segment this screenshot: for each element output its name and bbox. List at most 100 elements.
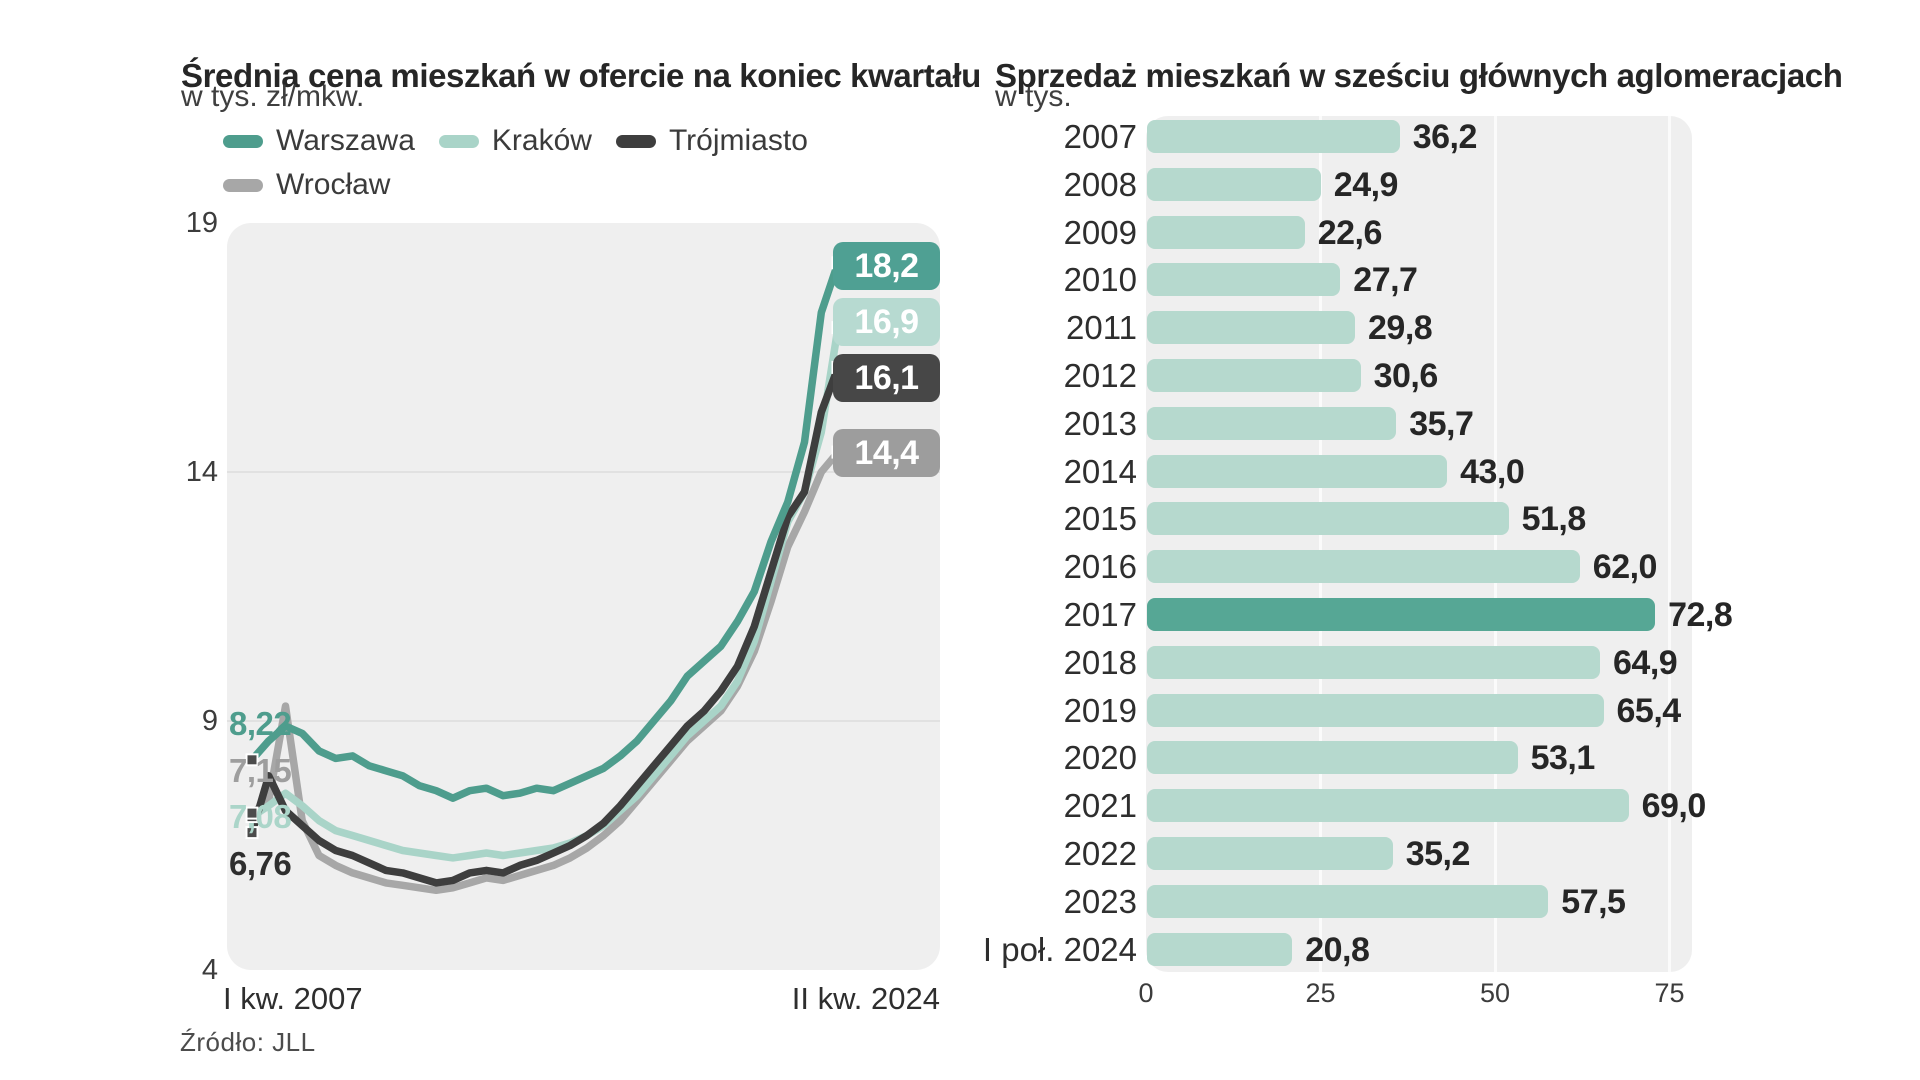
bar-2018: [1147, 645, 1600, 679]
gridline-x-25: [1319, 116, 1322, 972]
gridline-y-14: [227, 471, 940, 473]
legend-label-wroc-aw: Wrocław: [276, 168, 391, 201]
bar-value-2015: 51,8: [1521, 500, 1587, 539]
bar-i-po-2024: [1147, 932, 1293, 966]
gridline-x-75: [1668, 116, 1671, 972]
y-tick-4: 4: [201, 954, 218, 986]
bar-2019: [1147, 693, 1604, 727]
bar-value-2016: 62,0: [1592, 548, 1658, 587]
bar-2015: [1147, 502, 1509, 536]
x-axis-start-label: I kw. 2007: [223, 981, 363, 1016]
legend-item-wroc-aw: Wrocław: [223, 168, 390, 202]
bar-value-2012: 30,6: [1373, 357, 1439, 395]
start-marker-trojmiasto: [245, 826, 259, 840]
legend-item-warszawa: Warszawa: [223, 124, 415, 158]
start-marker-wroc-aw: [245, 806, 259, 820]
y-tick-19: 19: [185, 207, 218, 239]
bar-2011: [1147, 311, 1355, 345]
start-value-trojmiasto: 6,76: [229, 845, 292, 882]
legend-item-krakow: Kraków: [438, 124, 592, 158]
bar-value-2010: 27,7: [1353, 261, 1418, 300]
bar-value-2009: 22,6: [1317, 213, 1383, 252]
end-value-wroc-aw: 14,4: [833, 429, 940, 477]
bar-category-2007: 2007: [1063, 118, 1137, 155]
bar-value-2019: 65,4: [1616, 691, 1682, 730]
legend-label-warszawa: Warszawa: [276, 124, 415, 157]
end-value-krakow: 16,9: [833, 298, 940, 346]
bar-value-2020: 53,1: [1530, 739, 1596, 778]
bar-2022: [1147, 837, 1393, 870]
line-chart-legend-row-1: Warszawa Kraków Trójmiasto: [223, 124, 832, 158]
bar-2009: [1147, 215, 1305, 249]
line-chart-legend-row-2: Wrocław: [223, 168, 414, 202]
legend-swatch-icon-warszawa: [223, 134, 263, 148]
bar-category-2022: 2022: [1063, 835, 1137, 872]
y-tick-9: 9: [201, 705, 218, 737]
start-value-warszawa: 8,22: [229, 705, 292, 742]
bar-value-2023: 57,5: [1561, 882, 1626, 921]
bar-2010: [1147, 263, 1341, 297]
end-value-warszawa: 18,2: [833, 242, 940, 290]
bar-2013: [1147, 406, 1397, 440]
bar-chart-title: Sprzedaż mieszkań w sześciu głównych agl…: [995, 57, 1843, 95]
legend-swatch-icon-krakow: [438, 134, 479, 148]
bar-category-2016: 2016: [1063, 548, 1137, 586]
x-axis-end-label: II kw. 2024: [791, 981, 940, 1016]
bar-2007: [1147, 120, 1400, 153]
start-value-krakow: 7,08: [229, 798, 292, 835]
bar-category-2009: 2009: [1063, 213, 1137, 251]
line-series-krakow: [248, 323, 842, 862]
bar-category-2020: 2020: [1063, 739, 1137, 777]
legend-swatch-icon-trojmiasto: [615, 134, 656, 148]
bar-x-tick-75: 75: [1654, 978, 1685, 1008]
bar-category-2015: 2015: [1063, 500, 1137, 538]
bar-x-tick-0: 0: [1138, 978, 1154, 1008]
bar-value-2007: 36,2: [1412, 118, 1478, 156]
bar-value-2014: 43,0: [1460, 452, 1525, 491]
line-chart-title: Średnia cena mieszkań w ofercie na konie…: [181, 57, 981, 95]
bar-category-2018: 2018: [1063, 643, 1137, 681]
start-value-wroc-aw: 7,15: [229, 752, 292, 789]
start-marker-warszawa: [245, 753, 259, 767]
legend-label-trojmiasto: Trójmiasto: [668, 124, 808, 157]
line-series-wroc-aw: [248, 448, 842, 895]
line-series-warszawa: [248, 259, 842, 802]
source-note: Źródło: JLL: [180, 1027, 316, 1057]
y-tick-14: 14: [185, 456, 218, 488]
bar-category-2011: 2011: [1066, 309, 1137, 347]
bar-2016: [1147, 550, 1580, 584]
legend-swatch-icon-wroc-aw: [223, 178, 263, 192]
bar-x-tick-25: 25: [1305, 978, 1336, 1008]
bar-category-2008: 2008: [1063, 165, 1137, 203]
bar-category-2010: 2010: [1063, 261, 1137, 299]
bar-value-2011: 29,8: [1368, 309, 1433, 348]
legend-item-trojmiasto: Trójmiasto: [615, 124, 808, 158]
bar-value-2013: 35,7: [1409, 404, 1474, 443]
bar-category-2023: 2023: [1063, 882, 1137, 920]
gridline-x-50: [1493, 116, 1497, 972]
bar-value-2008: 24,9: [1333, 165, 1399, 204]
bar-value-2017: 72,8: [1668, 596, 1733, 634]
line-chart-unit: w tys. zł/mkw.: [181, 80, 365, 113]
bar-2008: [1147, 167, 1321, 201]
bar-plot-area: [1146, 116, 1692, 972]
bar-value-2018: 64,9: [1613, 643, 1678, 682]
bar-2014: [1147, 454, 1448, 488]
bar-2012: [1147, 359, 1361, 392]
bar-category-2012: 2012: [1063, 357, 1137, 394]
bar-chart-unit: w tys.: [995, 80, 1072, 113]
gridline-y-9: [227, 720, 940, 722]
line-series-trojmiasto: [248, 363, 842, 887]
bar-category-2013: 2013: [1063, 404, 1137, 442]
bar-x-tick-50: 50: [1479, 978, 1511, 1008]
line-plot-area: 18,2 16,9 16,1 14,4 8,22 7,15 7,08 6,76: [227, 223, 940, 970]
end-value-trojmiasto: 16,1: [833, 354, 940, 402]
bar-category-2017: 2017: [1063, 596, 1137, 633]
bar-category-2014: 2014: [1063, 452, 1137, 490]
price-lines-svg: [245, 256, 845, 895]
bar-value-2022: 35,2: [1405, 835, 1471, 873]
bar-category-2019: 2019: [1063, 691, 1137, 729]
bar-value-i-po-2024: 20,8: [1305, 930, 1370, 969]
bar-category-i-po-2024: I poł. 2024: [982, 930, 1137, 968]
